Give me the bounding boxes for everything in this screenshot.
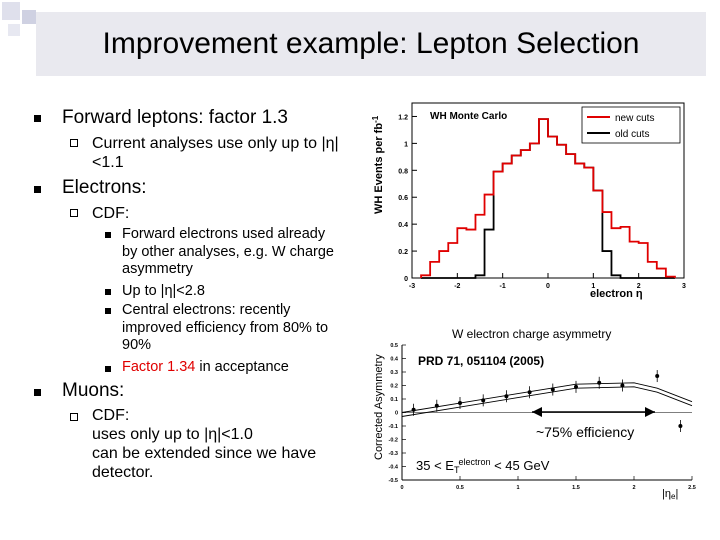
data-point xyxy=(655,374,660,379)
factor-highlight: Factor 1.34 xyxy=(122,359,196,375)
y-tick-label: 0.8 xyxy=(398,168,408,175)
x-tick-label: 0.5 xyxy=(456,485,464,491)
data-point xyxy=(574,384,578,389)
reference-box xyxy=(414,352,572,368)
x-tick-label: 0 xyxy=(400,485,403,491)
bullet-factor: Factor 1.34 in acceptance xyxy=(122,359,289,375)
wh-monte-carlo-plot: WH Events per fb-1 WH Monte Carlo new cu… xyxy=(370,95,688,305)
y-tick-label: 0 xyxy=(404,276,408,283)
y-tick-label: 0.6 xyxy=(398,195,408,202)
energy-cut-label: 35 < ETelectron < 45 GeV xyxy=(416,457,550,475)
wh-xlabel: electron η xyxy=(590,288,643,300)
bullet-forward-leptons: Forward leptons: factor 1.3 xyxy=(62,107,288,128)
wh-legend xyxy=(581,106,681,144)
data-point xyxy=(620,383,625,388)
bullet-square-icon xyxy=(105,232,111,238)
bullet-square-icon xyxy=(105,366,111,372)
y-tick-label: -0.4 xyxy=(389,465,399,471)
charge-asymmetry-plot: W electron charge asymmetry Corrected As… xyxy=(370,325,700,501)
x-tick-label: 2 xyxy=(632,485,635,491)
y-tick-label: 0.2 xyxy=(390,384,398,390)
legend-new-label: new cuts xyxy=(615,113,654,124)
hollow-square-icon xyxy=(70,413,78,421)
x-tick-label: -3 xyxy=(409,283,415,290)
legend-old-label: old cuts xyxy=(615,129,649,140)
data-point xyxy=(504,394,509,399)
y-tick-label: -0.1 xyxy=(389,424,398,430)
asym-xlabel: |ηe| xyxy=(662,488,678,500)
x-tick-label: -1 xyxy=(500,283,506,290)
bullet-cdf: CDF: xyxy=(92,205,130,222)
data-point xyxy=(481,398,486,403)
x-tick-label: 3 xyxy=(682,283,686,290)
y-tick-label: 0.2 xyxy=(398,249,408,256)
wh-ylabel: WH Events per fb-1 xyxy=(371,115,385,214)
bullet-square-icon xyxy=(34,389,41,396)
wh-plot-svg: WH Events per fb-1 WH Monte Carlo new cu… xyxy=(371,102,686,300)
data-point xyxy=(678,424,683,428)
y-tick-label: 1 xyxy=(404,141,408,148)
y-tick-label: -0.3 xyxy=(389,451,398,457)
asym-plot-svg: W electron charge asymmetry Corrected As… xyxy=(373,327,696,501)
y-tick-label: 0.4 xyxy=(398,222,408,229)
asym-plot-title: W electron charge asymmetry xyxy=(452,327,611,341)
y-tick-label: -0.2 xyxy=(389,438,398,444)
bullet-forward-electrons: Forward electrons used already by other … xyxy=(122,226,334,277)
y-tick-label: 0.1 xyxy=(390,397,398,403)
arrow-right-icon xyxy=(645,407,655,417)
data-point xyxy=(550,387,555,392)
data-point xyxy=(411,407,416,412)
y-tick-label: 1.2 xyxy=(398,114,408,121)
bullet-up-to-eta: Up to |η|<2.8 xyxy=(122,283,205,299)
y-tick-label: -0.5 xyxy=(389,478,398,484)
x-tick-label: 1 xyxy=(591,283,595,290)
data-point xyxy=(434,403,439,408)
data-point xyxy=(527,390,532,395)
hollow-square-icon xyxy=(70,139,78,147)
theory-curve xyxy=(401,382,693,413)
bullet-muon-cdf: CDF: uses only up to |η|<1.0 can be exte… xyxy=(92,407,317,481)
x-tick-label: -2 xyxy=(454,283,460,290)
decorative-squares xyxy=(0,0,60,50)
y-tick-label: 0.3 xyxy=(390,370,398,376)
x-tick-label: 2 xyxy=(637,283,641,290)
data-point xyxy=(458,401,462,406)
bullet-square-icon xyxy=(105,289,111,295)
bullet-central-electrons: Central electrons: recently improved eff… xyxy=(122,302,329,353)
new-cuts-histogram xyxy=(420,118,676,278)
reference-label: PRD 71, 051104 (2005) xyxy=(418,354,544,368)
data-point xyxy=(597,380,602,385)
x-tick-label: 2.5 xyxy=(688,485,696,491)
bullet-square-icon xyxy=(105,308,111,314)
y-tick-label: 0.5 xyxy=(390,343,398,349)
bullet-square-icon xyxy=(34,115,41,122)
slide-title: Improvement example: Lepton Selection xyxy=(36,12,706,76)
asym-ylabel: Corrected Asymmetry xyxy=(373,354,385,460)
hollow-square-icon xyxy=(70,209,78,217)
x-tick-label: 1.5 xyxy=(572,485,580,491)
wh-plot-title: WH Monte Carlo xyxy=(430,111,507,122)
x-tick-label: 0 xyxy=(546,283,550,290)
x-tick-label: 1 xyxy=(516,485,519,491)
bullet-muons: Muons: xyxy=(62,380,125,401)
arrow-left-icon xyxy=(532,407,542,417)
bullet-square-icon xyxy=(34,186,41,193)
y-tick-label: 0 xyxy=(395,411,398,417)
efficiency-label: ~75% efficiency xyxy=(536,424,634,440)
bullet-electrons: Electrons: xyxy=(62,177,147,198)
y-tick-label: 0.4 xyxy=(390,357,399,363)
bullet-current-analyses: Current analyses use only up to |η|<1.1 xyxy=(92,135,339,171)
